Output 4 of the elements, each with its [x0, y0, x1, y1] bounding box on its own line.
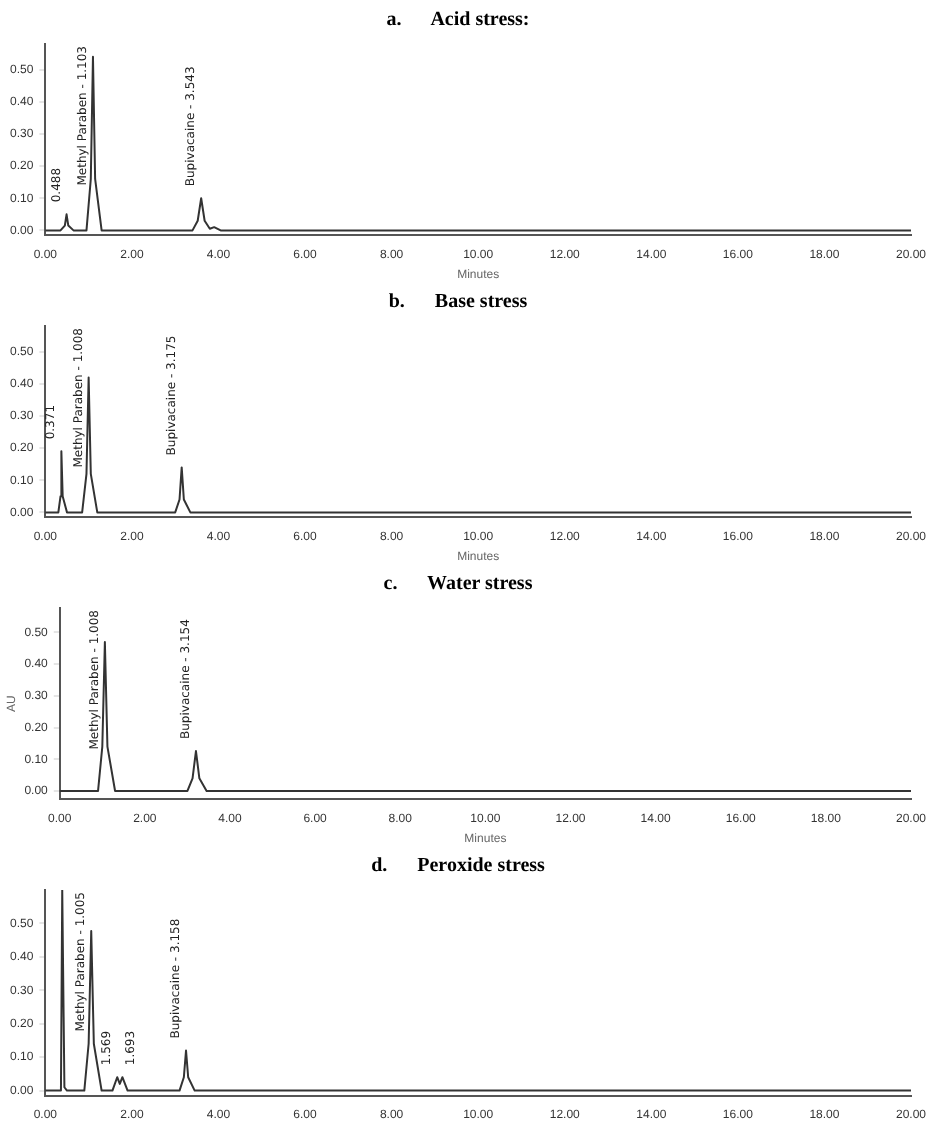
chart-title: d. Peroxide stress	[371, 855, 546, 878]
chart-title: b. Base stress	[388, 291, 528, 314]
chart-title: a. Acid stress:	[386, 9, 530, 32]
chart-title: c. Water stress	[383, 573, 533, 596]
